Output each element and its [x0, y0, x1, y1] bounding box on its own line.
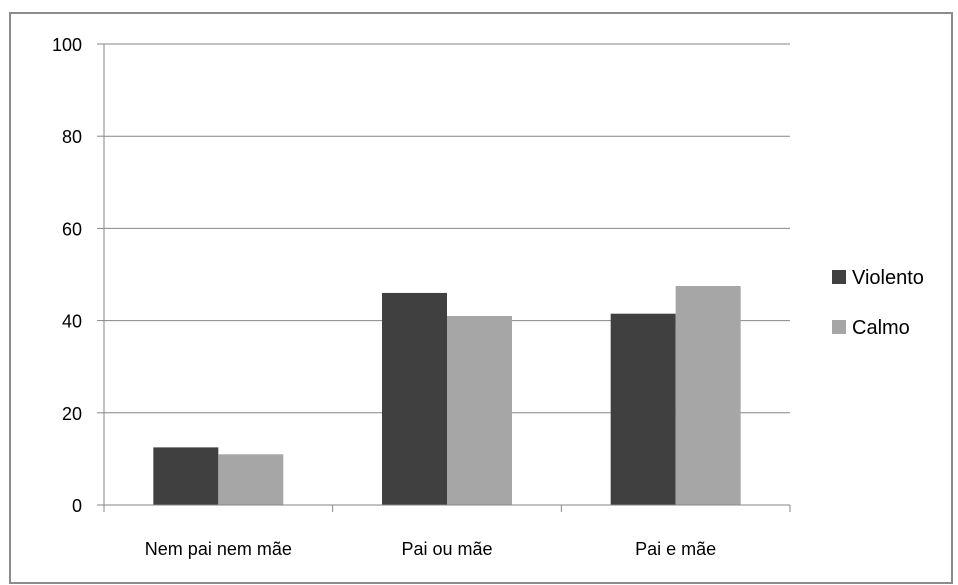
bar-violento: [382, 292, 447, 505]
bar-calmo: [675, 286, 741, 505]
y-tick-label: 40: [62, 312, 82, 332]
y-tick-labels: 0 20 40 60 80 100: [52, 35, 82, 516]
x-tick-label: Pai ou mãe: [401, 539, 492, 559]
bar-calmo: [218, 454, 284, 505]
bar-violento: [153, 447, 219, 505]
x-tick-label: Nem pai nem mãe: [145, 539, 292, 559]
x-tick-labels: Nem pai nem mãe Pai ou mãe Pai e mãe: [145, 539, 716, 559]
legend-label-violento: Violento: [852, 267, 924, 289]
axes: [97, 43, 791, 512]
legend-label-calmo: Calmo: [852, 317, 910, 339]
bar-calmo: [447, 315, 512, 505]
x-tick-label: Pai e mãe: [635, 539, 716, 559]
legend: Violento Calmo: [832, 267, 924, 339]
y-tick-label: 20: [62, 404, 82, 424]
legend-swatch-calmo: [832, 320, 846, 334]
y-tick-label: 80: [62, 127, 82, 147]
y-tick-label: 100: [52, 35, 82, 55]
y-tick-label: 0: [72, 496, 82, 516]
bars: [153, 286, 741, 505]
y-tick-label: 60: [62, 219, 82, 239]
bar-violento: [610, 313, 676, 505]
legend-swatch-violento: [832, 270, 846, 284]
